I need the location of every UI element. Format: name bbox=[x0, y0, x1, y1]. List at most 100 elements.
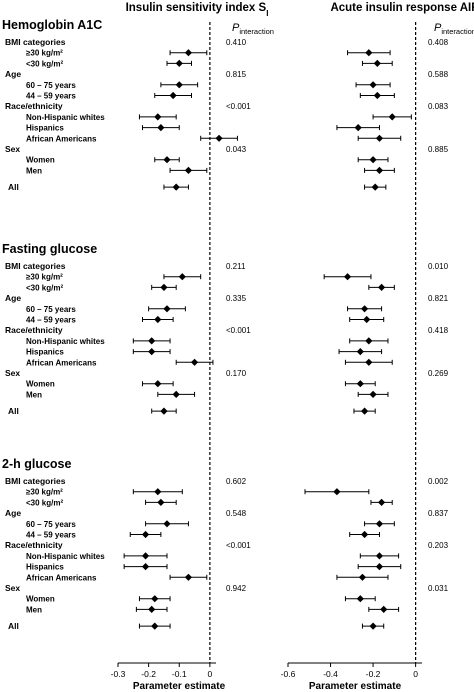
air-estimate-diamond bbox=[365, 337, 373, 345]
si-estimate-diamond bbox=[160, 283, 168, 291]
air-estimate-diamond bbox=[360, 407, 369, 415]
si-estimate-diamond bbox=[151, 622, 159, 630]
si-estimate-diamond bbox=[163, 156, 171, 164]
si-estimate-diamond bbox=[163, 520, 171, 528]
subgroup-label: Non-Hispanic whites bbox=[26, 337, 105, 346]
air-estimate-diamond bbox=[365, 49, 373, 57]
subgroup-label: 44 – 59 years bbox=[26, 531, 76, 540]
p-interaction-value: 0.548 bbox=[226, 509, 247, 518]
subgroup-label: 60 – 75 years bbox=[26, 81, 76, 90]
subgroup-label: Non-Hispanic whites bbox=[26, 113, 105, 122]
p-interaction-value: <0.001 bbox=[226, 541, 251, 550]
si-estimate-diamond bbox=[151, 595, 159, 603]
si-estimate-diamond bbox=[178, 273, 186, 281]
p-interaction-value: 0.588 bbox=[428, 70, 449, 79]
si-estimate-diamond bbox=[184, 49, 193, 57]
p-interaction-value: 0.170 bbox=[226, 369, 247, 378]
p-interaction-value: 0.002 bbox=[428, 477, 449, 486]
si-estimate-diamond bbox=[141, 552, 150, 560]
subgroup-label: ≥30 kg/m² bbox=[26, 49, 63, 58]
si-estimate-diamond bbox=[154, 113, 162, 121]
si-estimate-diamond bbox=[215, 134, 223, 142]
si-estimate-diamond bbox=[163, 305, 171, 313]
x-tick-label: 0 bbox=[208, 669, 213, 679]
si-estimate-diamond bbox=[184, 573, 193, 581]
si-estimate-diamond bbox=[184, 166, 193, 174]
subgroup-label: Hispanics bbox=[26, 563, 64, 572]
group-label: Race/ethnicity bbox=[5, 101, 63, 111]
air-estimate-diamond bbox=[377, 498, 386, 506]
p-interaction-value: <0.001 bbox=[226, 102, 251, 111]
x-tick-label: -0.6 bbox=[281, 669, 296, 679]
group-label: Sex bbox=[5, 144, 20, 154]
air-estimate-diamond bbox=[369, 81, 377, 89]
p-interaction-value: 0.885 bbox=[428, 145, 449, 154]
si-estimate-diamond bbox=[160, 407, 168, 415]
air-estimate-diamond bbox=[356, 380, 364, 388]
subgroup-label: 44 – 59 years bbox=[26, 316, 76, 325]
si-estimate-diamond bbox=[154, 488, 162, 496]
subgroup-label: Men bbox=[26, 390, 42, 399]
x-tick-label: -0.2 bbox=[366, 669, 381, 679]
x-tick-label: -0.4 bbox=[323, 669, 338, 679]
group-label: Age bbox=[5, 508, 21, 518]
subgroup-label: Women bbox=[26, 156, 55, 165]
air-estimate-diamond bbox=[360, 530, 369, 539]
p-interaction-value: 0.418 bbox=[428, 326, 449, 335]
x-tick-label: -0.1 bbox=[172, 669, 187, 679]
p-interaction-value: <0.001 bbox=[226, 326, 251, 335]
subgroup-label: Women bbox=[26, 380, 55, 389]
air-panel-title: Acute insulin response AIR bbox=[330, 2, 474, 14]
p-interaction-value: 0.269 bbox=[428, 369, 449, 378]
si-estimate-diamond bbox=[148, 337, 156, 345]
p-interaction-value: 0.083 bbox=[428, 102, 449, 111]
air-estimate-diamond bbox=[369, 156, 377, 164]
subgroup-label: 44 – 59 years bbox=[26, 92, 76, 101]
group-label: BMI categories bbox=[5, 261, 66, 271]
x-tick-label: 0 bbox=[413, 669, 418, 679]
p-interaction-header: Pinteraction bbox=[232, 22, 274, 36]
air-estimate-diamond bbox=[375, 134, 384, 142]
p-interaction-value: 0.815 bbox=[226, 70, 247, 79]
air-estimate-diamond bbox=[363, 315, 371, 324]
section-title: Hemoglobin A1C bbox=[2, 18, 102, 32]
subgroup-label: ≥30 kg/m² bbox=[26, 273, 63, 282]
si-estimate-diamond bbox=[154, 380, 162, 388]
subgroup-label: <30 kg/m² bbox=[26, 59, 63, 68]
air-estimate-diamond bbox=[371, 183, 379, 191]
subgroup-label: Men bbox=[26, 605, 42, 614]
p-interaction-value: 0.010 bbox=[428, 262, 449, 271]
air-estimate-diamond bbox=[377, 283, 386, 291]
p-interaction-value: 0.821 bbox=[428, 294, 449, 303]
si-estimate-diamond bbox=[157, 498, 165, 506]
p-interaction-value: 0.031 bbox=[428, 584, 449, 593]
si-estimate-diamond bbox=[175, 81, 183, 89]
group-label: Race/ethnicity bbox=[5, 540, 63, 550]
si-x-axis-label: Parameter estimate bbox=[133, 681, 226, 692]
subgroup-label: African Americans bbox=[26, 573, 97, 582]
overall-label: All bbox=[8, 621, 19, 631]
p-interaction-value: 0.942 bbox=[226, 584, 247, 593]
subgroup-label: 60 – 75 years bbox=[26, 520, 76, 529]
air-estimate-diamond bbox=[365, 358, 373, 366]
si-panel-title: Insulin sensitivity index SI bbox=[126, 2, 269, 18]
subgroup-label: Non-Hispanic whites bbox=[26, 552, 105, 561]
overall-label: All bbox=[8, 182, 19, 192]
si-estimate-diamond bbox=[154, 315, 162, 324]
si-estimate-diamond bbox=[172, 390, 180, 398]
section-title: 2-h glucose bbox=[2, 457, 72, 471]
air-estimate-diamond bbox=[343, 273, 352, 281]
subgroup-label: 60 – 75 years bbox=[26, 305, 76, 314]
group-label: Age bbox=[5, 293, 21, 303]
subgroup-label: <30 kg/m² bbox=[26, 498, 63, 507]
x-tick-label: -0.2 bbox=[141, 669, 156, 679]
air-estimate-diamond bbox=[358, 573, 367, 581]
p-interaction-header: Pinteraction bbox=[434, 22, 474, 36]
p-interaction-value: 0.837 bbox=[428, 509, 449, 518]
air-estimate-diamond bbox=[375, 563, 384, 571]
air-estimate-diamond bbox=[388, 113, 396, 121]
overall-label: All bbox=[8, 406, 19, 416]
air-estimate-diamond bbox=[333, 488, 341, 496]
p-interaction-value: 0.203 bbox=[428, 541, 449, 550]
air-estimate-diamond bbox=[375, 552, 384, 560]
